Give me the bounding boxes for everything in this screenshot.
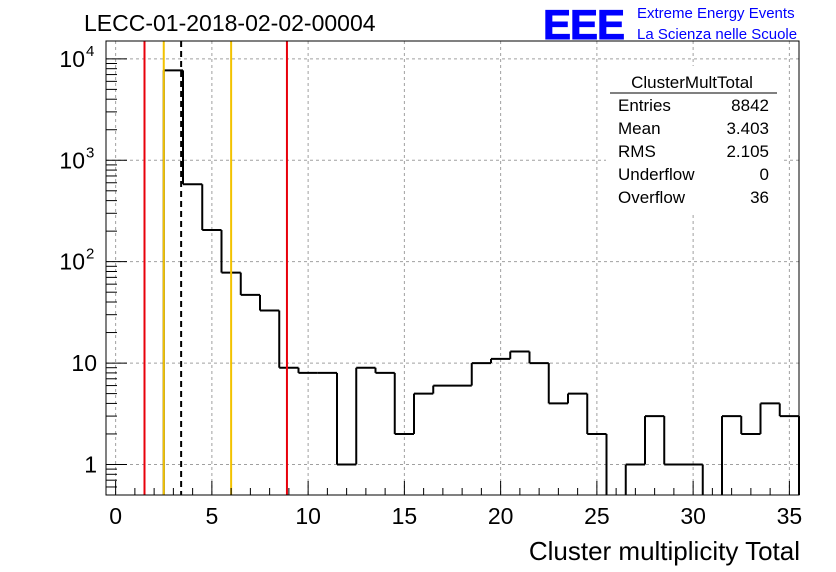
y-tick-label: 1 [84,451,97,477]
stats-row-label: Underflow [618,165,695,184]
x-tick-label: 35 [777,503,803,529]
x-tick-label: 10 [295,503,321,529]
y-tick-exponent: 3 [86,144,94,161]
marker-lines [143,41,288,495]
stats-row-value: 36 [750,188,769,207]
y-tick-label: 10 [71,350,97,376]
y-tick-label: 10 [59,249,85,275]
logo-line1: Extreme Energy Events [637,5,795,22]
y-tick-exponent: 4 [86,43,94,60]
x-tick-label: 30 [680,503,706,529]
x-tick-label: 0 [109,503,122,529]
stats-row-label: Mean [618,119,661,138]
logo-line2: La Scienza nelle Scuole [637,26,797,43]
stats-row-value: 2.105 [726,142,769,161]
y-tick-label: 10 [59,46,85,72]
stats-row-value: 3.403 [726,119,769,138]
stats-row-value: 8842 [731,96,769,115]
plot-frame [105,40,800,496]
eee-logo: EEE Extreme Energy Events La Scienza nel… [543,1,798,49]
stats-row-label: RMS [618,142,656,161]
stats-box: ClusterMultTotal Entries 8842 Mean 3.403 RMS… [606,66,783,214]
x-tick-label: 20 [488,503,514,529]
x-tick-label: 25 [584,503,610,529]
x-tick-label: 5 [205,503,218,529]
y-tick-label: 10 [59,147,85,173]
logo-letters: EEE [543,1,624,48]
stats-row-value: 0 [760,165,769,184]
x-tick-label: 15 [392,503,418,529]
chart-title: LECC-01-2018-02-02-00004 [84,10,376,36]
y-tick-exponent: 2 [86,246,94,263]
stats-row-label: Overflow [618,188,686,207]
x-axis-label: Cluster multiplicity Total [529,536,800,566]
stats-row-label: Entries [618,96,671,115]
stats-box-background [606,66,783,214]
stats-name: ClusterMultTotal [631,73,753,92]
